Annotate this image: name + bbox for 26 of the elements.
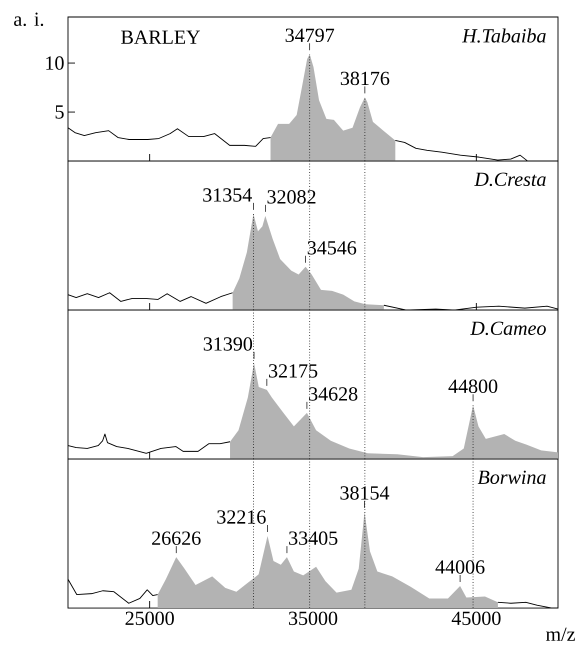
annotation: 32082: [267, 190, 316, 204]
y-tick-label: 10: [46, 56, 64, 70]
annotation: 34797: [286, 28, 334, 42]
annotation: 32216: [217, 510, 266, 524]
annotation: 34628: [309, 387, 358, 401]
y-tick-label: 5: [56, 105, 64, 119]
annotation: 38176: [340, 72, 390, 86]
annotation: 34546: [308, 241, 356, 255]
annotation: 44006: [435, 560, 485, 574]
annotation: 32175: [269, 364, 318, 378]
chart-title: Borwina: [478, 470, 546, 484]
y-axis-title: a. i.: [14, 12, 44, 26]
annotation: 33405: [289, 531, 338, 545]
chart-title: D.Cameo: [470, 322, 546, 336]
annotation: 26626: [152, 531, 201, 545]
annotation: 38154: [340, 486, 390, 500]
chart-title: D.Cresta: [474, 172, 546, 186]
x-tick-label: 45000: [452, 612, 501, 626]
x-tick-label: 35000: [288, 612, 338, 626]
annotation: BARLEY: [121, 30, 200, 44]
chart-title: H.Tabaiba: [462, 28, 546, 43]
x-tick-label: 25000: [126, 612, 174, 626]
annotation: 31354: [203, 188, 252, 202]
x-axis-title: m/z: [546, 628, 575, 641]
annotation: 44800: [448, 380, 498, 394]
annotation: 31390: [204, 337, 252, 351]
